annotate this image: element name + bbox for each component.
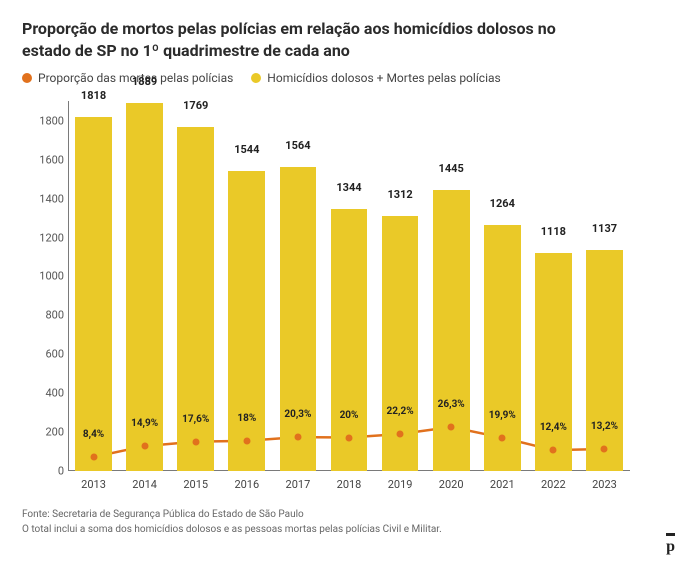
y-tick-label: 600 [24,348,64,361]
bar-value-label: 1544 [234,143,259,156]
y-tick-label: 0 [24,465,64,478]
y-axis [68,101,69,471]
line-marker [601,446,608,453]
y-tick-label: 1200 [24,231,64,244]
bar [228,171,265,472]
bar [331,209,368,471]
footer-note: O total inclui a soma dos homicídios dol… [22,522,675,537]
y-tick-label: 1000 [24,270,64,283]
bar-value-label: 1118 [541,225,566,238]
line-pct-label: 22,2% [387,406,414,417]
bar-value-label: 1264 [490,197,515,210]
bar-value-label: 1889 [132,75,157,88]
x-tick-label: 2021 [490,478,515,491]
line-marker [346,434,353,441]
legend-label-bar: Homicídios dolosos + Mortes pelas políci… [267,71,500,85]
x-tick-label: 2018 [337,478,362,491]
line-pct-label: 26,3% [438,399,465,410]
footer-source: Fonte: Secretaria de Segurança Pública d… [22,507,675,522]
line-marker [448,424,455,431]
line-pct-label: 18% [237,413,256,424]
x-tick-label: 2016 [234,478,259,491]
bar-value-label: 1769 [183,99,208,112]
chart-container: Proporção de mortos pelas polícias em re… [0,0,697,570]
line-marker [141,443,148,450]
bar-value-label: 1818 [81,89,106,102]
bar-value-label: 1445 [439,162,464,175]
x-tick-label: 2013 [81,478,106,491]
line-marker [294,434,301,441]
publisher-logo: p [666,533,675,556]
bar [75,117,112,471]
chart-area: 0200400600800100012001400160018001818201… [24,95,634,495]
y-tick-label: 400 [24,387,64,400]
bar [586,250,623,471]
x-tick-label: 2023 [592,478,617,491]
y-tick-label: 1800 [24,114,64,127]
line-marker [499,434,506,441]
line-marker [243,438,250,445]
line-marker [192,438,199,445]
line-pct-label: 19,9% [489,410,516,421]
chart-title: Proporção de mortos pelas polícias em re… [22,18,582,61]
line-pct-label: 13,2% [591,421,618,432]
chart-footer: Fonte: Secretaria de Segurança Pública d… [22,507,675,537]
bar-value-label: 1137 [592,222,617,235]
line-pct-label: 17,6% [182,414,209,425]
bar-value-label: 1564 [285,139,310,152]
line-marker [397,431,404,438]
line-pct-label: 20,3% [284,409,311,420]
line-pct-label: 14,9% [131,418,158,429]
x-tick-label: 2019 [388,478,413,491]
line-pct-label: 8,4% [83,429,104,440]
bar [126,103,163,471]
y-tick-label: 800 [24,309,64,322]
bar [280,167,317,472]
bar [535,253,572,471]
x-tick-label: 2014 [132,478,157,491]
legend-swatch-line [22,73,32,83]
legend-swatch-bar [251,73,261,83]
line-marker [90,454,97,461]
line-marker [550,447,557,454]
x-tick-label: 2015 [183,478,208,491]
x-tick-label: 2020 [439,478,464,491]
legend-item-bar: Homicídios dolosos + Mortes pelas políci… [251,71,500,85]
legend-item-line: Proporção das mortes pelas polícias [22,71,233,85]
x-tick-label: 2022 [541,478,566,491]
bar-value-label: 1344 [336,181,361,194]
y-tick-label: 1600 [24,153,64,166]
line-pct-label: 20% [340,410,359,421]
bar-value-label: 1312 [387,188,412,201]
plot-area: 0200400600800100012001400160018001818201… [68,101,630,471]
legend: Proporção das mortes pelas polícias Homi… [22,71,675,85]
line-pct-label: 12,4% [540,422,567,433]
y-tick-label: 1400 [24,192,64,205]
y-tick-label: 200 [24,426,64,439]
x-tick-label: 2017 [286,478,311,491]
